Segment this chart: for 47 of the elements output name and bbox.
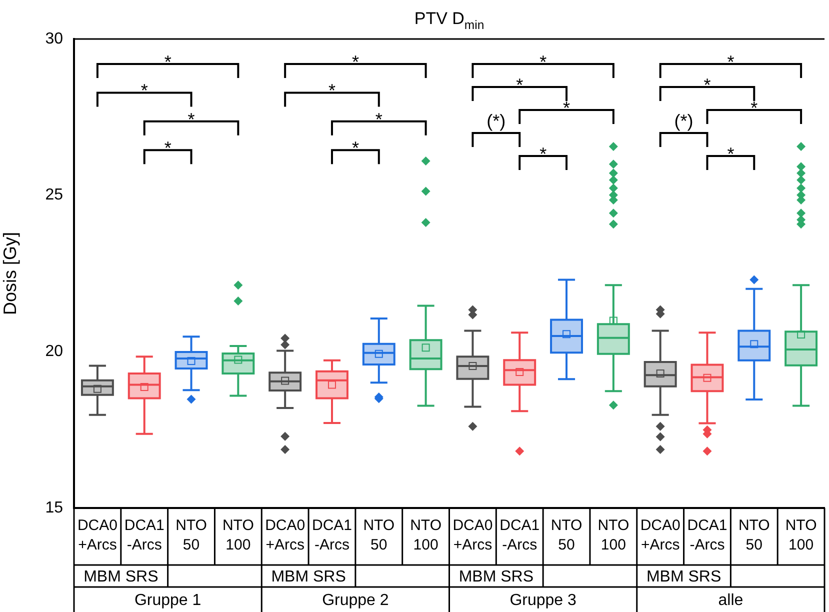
- x-tick-label: DCA1 -Arcs: [312, 516, 352, 554]
- x-tick-label: DCA0 +Arcs: [77, 516, 118, 554]
- text: Gruppe 1: [134, 592, 202, 609]
- annotation: *: [540, 52, 547, 72]
- y-tick-label: 20: [45, 343, 64, 360]
- y-tick-label: 25: [45, 186, 64, 204]
- x-tick-label: NTO 50: [738, 516, 770, 554]
- annotation: *: [727, 144, 734, 164]
- text: MBM SRS: [84, 568, 158, 586]
- x-tick-label: NTO 100: [222, 516, 254, 554]
- annotation: *: [352, 52, 359, 72]
- text: Gruppe 2: [322, 592, 389, 609]
- annotation: (*): [674, 111, 694, 131]
- x-tick-label: NTO 100: [598, 516, 630, 554]
- annotation: *: [140, 80, 148, 101]
- annotation: *: [727, 52, 734, 72]
- x-tick-label: NTO 50: [176, 516, 207, 554]
- annotation: *: [164, 138, 172, 158]
- annotation: *: [352, 138, 359, 158]
- annotation: *: [188, 109, 195, 130]
- y-axis-title: Dosis [Gy]: [0, 232, 20, 316]
- text: Gruppe 3: [510, 592, 577, 609]
- annotation: *: [516, 75, 524, 95]
- x-tick-label: NTO 100: [785, 516, 817, 554]
- annotation: *: [704, 75, 711, 95]
- x-tick-label: DCA1 -Arcs: [500, 516, 540, 554]
- x-tick-label: NTO 100: [410, 516, 442, 554]
- annotation: *: [164, 52, 172, 72]
- x-tick-label: NTO 50: [550, 516, 582, 554]
- annotation: *: [328, 80, 336, 101]
- text: MBM SRS: [458, 568, 534, 586]
- annotation: *: [540, 144, 547, 164]
- x-tick-label: DCA0 +Arcs: [640, 516, 680, 554]
- x-tick-label: DCA0 +Arcs: [452, 516, 493, 554]
- x-tick-label: DCA1 -Arcs: [124, 516, 164, 554]
- text: MBM SRS: [271, 568, 346, 586]
- annotation: (*): [486, 111, 506, 131]
- text: MBM SRS: [646, 568, 722, 586]
- annotation: *: [563, 98, 570, 118]
- annotation: *: [375, 109, 382, 130]
- y-tick-label: 30: [45, 30, 64, 48]
- text: alle: [718, 592, 744, 609]
- annotation: *: [750, 98, 758, 118]
- x-tick-label: DCA1 -Arcs: [687, 516, 728, 554]
- x-tick-label: NTO 50: [363, 516, 395, 554]
- x-tick-label: DCA0 +Arcs: [265, 516, 306, 554]
- y-tick-label: 15: [45, 499, 64, 516]
